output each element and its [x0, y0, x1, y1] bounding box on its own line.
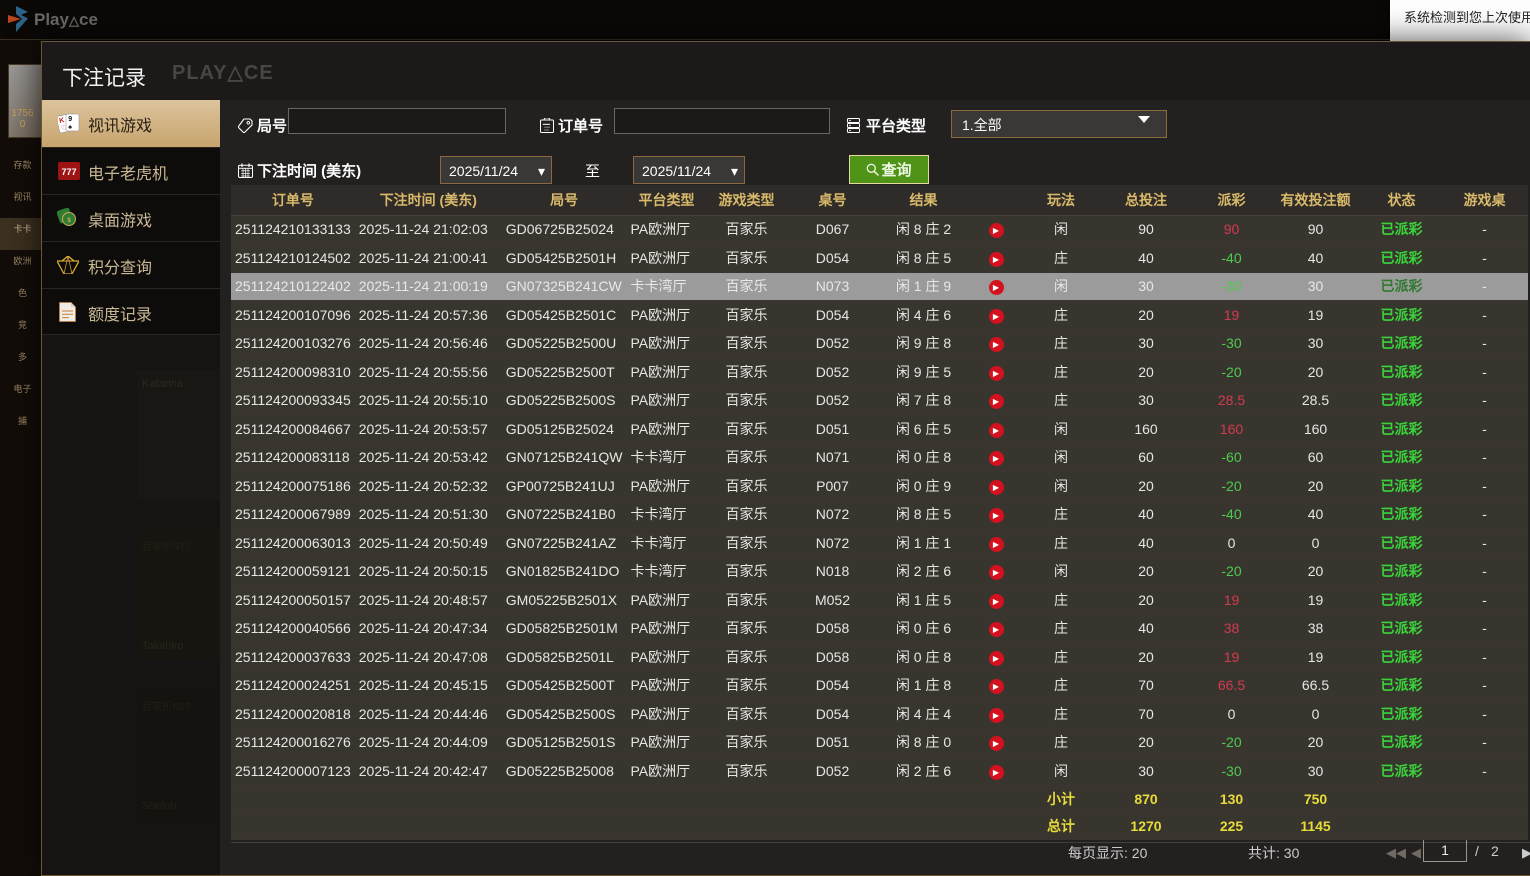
svg-text:9: 9 — [68, 116, 72, 123]
svg-text:777: 777 — [61, 167, 76, 177]
svg-text:♠: ♠ — [68, 124, 72, 131]
